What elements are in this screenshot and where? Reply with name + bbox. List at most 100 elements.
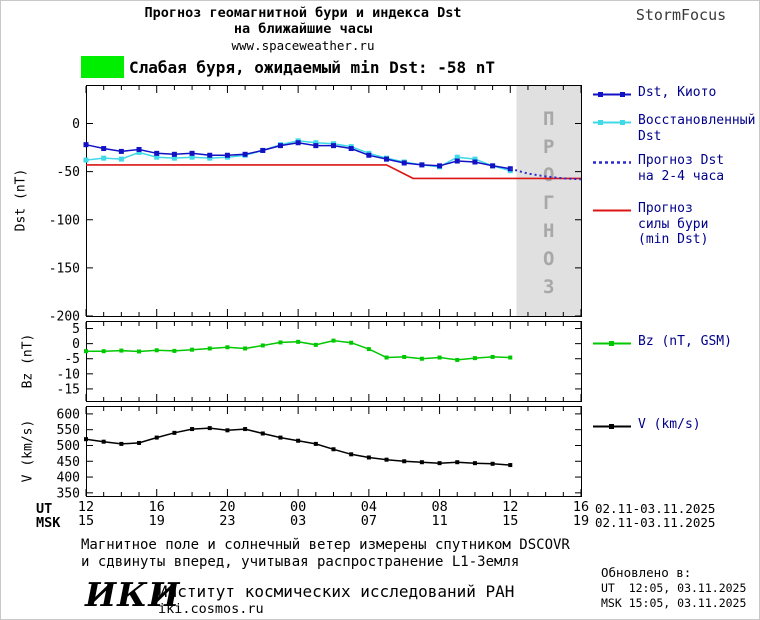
storm-level-swatch — [81, 56, 124, 78]
date-range-msk: 02.11-03.11.2025 — [595, 515, 716, 530]
y-tick-label: -100 — [49, 213, 80, 228]
storm-min-legend-swatch — [593, 209, 631, 212]
series-bz-marker — [137, 349, 142, 354]
x-tick-label-msk: 07 — [361, 513, 377, 529]
series-v-marker — [402, 459, 407, 464]
series-bz-marker — [243, 346, 248, 351]
legend-v-label: V (km/s) — [638, 417, 701, 432]
x-tick-label-msk: 15 — [502, 513, 518, 529]
series-bz-marker — [402, 354, 407, 359]
series-bz-marker — [349, 340, 354, 345]
series-dst-kyoto-marker — [348, 146, 354, 152]
legend-v: V (km/s) — [593, 417, 701, 433]
series-v — [85, 427, 511, 466]
series-bz-marker — [296, 339, 301, 344]
series-dst-restored-marker — [454, 154, 460, 160]
series-bz-marker — [190, 347, 195, 352]
series-v-marker — [455, 460, 460, 465]
bz-y-axis-label: Bz (nT) — [20, 333, 36, 389]
series-bz-marker — [419, 356, 424, 361]
series-dst-restored-marker — [83, 157, 89, 163]
series-dst-kyoto-marker — [313, 143, 319, 149]
plot-frame — [86, 85, 582, 317]
x-tick-label-ut: 20 — [219, 499, 235, 515]
y-tick-label: 500 — [57, 439, 80, 454]
updated-msk: MSK 15:05, 03.11.2025 — [601, 596, 747, 610]
series-dst-kyoto-marker — [401, 160, 407, 166]
y-tick-label: -15 — [57, 382, 80, 397]
x-tick-label-msk: 19 — [149, 513, 165, 529]
series-dst-kyoto-marker — [224, 152, 230, 158]
series-dst-kyoto-marker — [189, 150, 195, 156]
series-dst-kyoto-marker — [207, 152, 213, 158]
legend-bz-label: Bz (nT, GSM) — [638, 334, 732, 349]
legend-dst-forecast-label-line1: Прогноз Dst — [638, 153, 725, 168]
page-title: Прогноз геомагнитной бури и индекса Dst — [144, 5, 462, 21]
series-bz-marker — [366, 347, 371, 352]
legend-dst-forecast-label-line2: на 2-4 часа — [638, 168, 725, 184]
series-dst-kyoto-marker — [454, 158, 460, 164]
x-tick-label-msk: 15 — [78, 513, 94, 529]
x-tick-label-ut: 16 — [573, 499, 589, 515]
series-dst-kyoto-marker — [384, 156, 390, 162]
series-dst-kyoto-marker — [242, 151, 248, 157]
x-tick-label-msk: 11 — [431, 513, 447, 529]
website-url: www.spaceweather.ru — [231, 38, 375, 53]
series-bz-marker — [278, 340, 283, 345]
iki-logo: ИКИ — [85, 575, 181, 614]
x-tick-label-ut: 08 — [431, 499, 447, 515]
series-bz-marker — [384, 355, 389, 360]
series-bz-marker — [260, 343, 265, 348]
y-tick-label: 600 — [57, 407, 80, 422]
series-v-marker — [384, 457, 389, 462]
series-bz-marker — [313, 342, 318, 347]
y-tick-label: 550 — [57, 423, 80, 438]
series-v-marker — [490, 461, 495, 466]
series-v-marker — [508, 463, 513, 468]
series-dst-restored-marker — [118, 156, 124, 162]
y-tick-label: -200 — [49, 310, 80, 325]
x-tick-label-ut: 12 — [502, 499, 518, 515]
dst-kyoto-legend-swatch — [593, 92, 631, 97]
series-v-marker — [172, 430, 177, 435]
series-dst-kyoto-marker — [331, 143, 336, 149]
series-dst-kyoto-marker — [118, 148, 124, 154]
series-bz-marker — [472, 356, 477, 361]
series-v-marker — [225, 428, 230, 433]
series-dst-kyoto-marker — [295, 140, 301, 146]
legend-storm-min-label-line3: (min Dst) — [638, 232, 709, 247]
y-tick-label: 400 — [57, 471, 80, 486]
msk-row-label: MSK — [36, 515, 61, 531]
legend-bz: Bz (nT, GSM) — [593, 334, 732, 350]
series-v-marker — [331, 447, 336, 452]
y-tick-label: 0 — [72, 337, 80, 352]
legend-dst-forecast: Прогноз Dst на 2-4 часа — [593, 153, 724, 184]
series-storm-min — [86, 164, 581, 180]
series-dst-forecast — [510, 167, 582, 181]
series-dst-kyoto-marker — [277, 143, 283, 149]
series-v-marker — [278, 435, 283, 440]
y-tick-label: 350 — [57, 486, 80, 501]
legend-dst-restored-label-line1: Восстановленный — [638, 113, 756, 128]
series-dst-kyoto-marker — [154, 150, 160, 156]
plot-frame — [86, 321, 582, 402]
series-dst-restored-marker — [136, 149, 142, 155]
series-dst-restored-marker — [207, 155, 213, 161]
plot-frame — [86, 406, 582, 497]
series-v-marker — [313, 441, 318, 446]
series-dst-kyoto-marker — [437, 163, 443, 169]
legend-dst-kyoto-label: Dst, Киото — [638, 85, 717, 100]
dst-restored-legend-swatch — [593, 120, 631, 125]
series-dst-restored-marker — [171, 155, 177, 161]
series-v-marker — [366, 455, 371, 460]
series-v-marker — [260, 431, 265, 436]
series-dst-kyoto-marker — [260, 147, 266, 153]
series-dst-kyoto-marker — [490, 163, 496, 169]
series-bz-marker — [331, 338, 336, 343]
v-y-axis-label: V (km/s) — [20, 419, 36, 483]
y-tick-label: 0 — [72, 117, 80, 132]
v-legend-swatch — [593, 424, 631, 429]
series-bz-marker — [207, 346, 212, 351]
y-tick-label: -50 — [57, 165, 80, 180]
